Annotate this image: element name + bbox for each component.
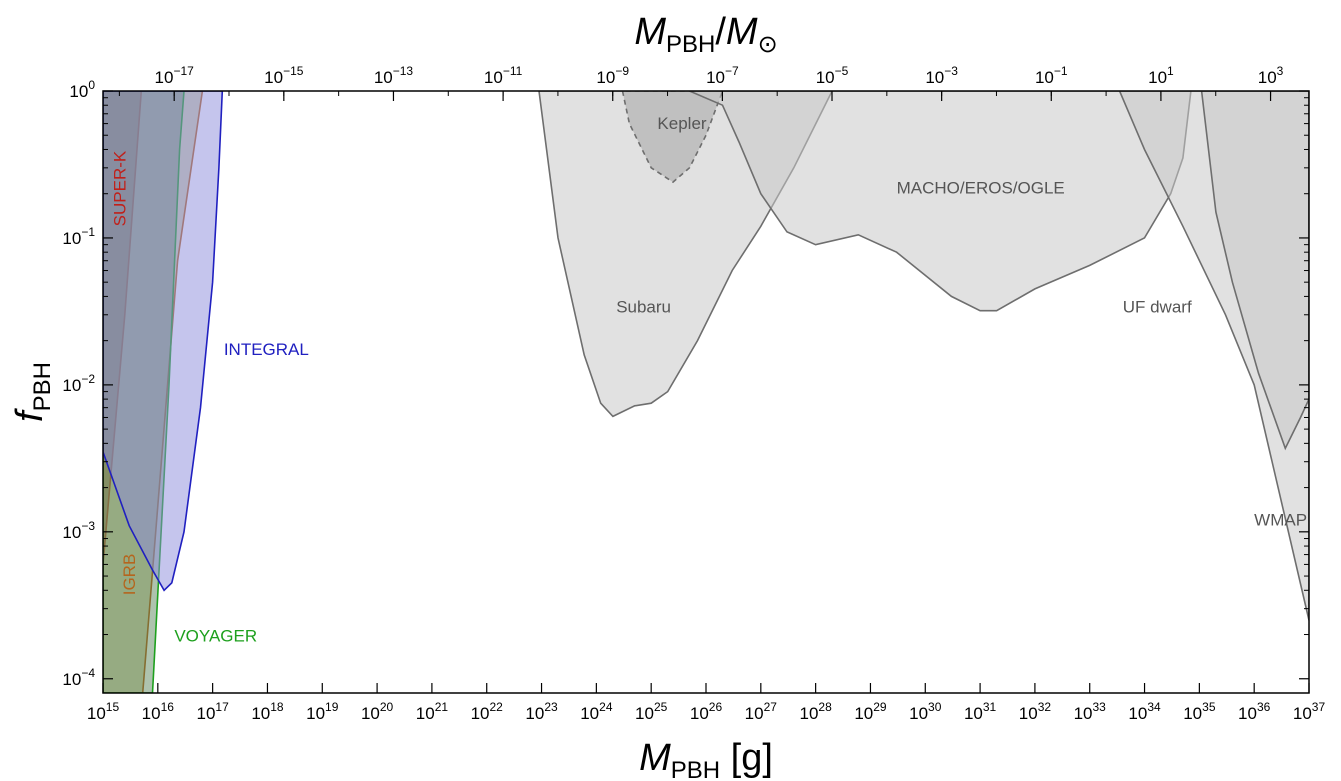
x-tick-label: 1017 <box>196 700 229 723</box>
y-tick-label: 100 <box>69 78 95 101</box>
region-integral <box>103 91 224 592</box>
y-tick-label: 10−3 <box>62 519 95 542</box>
x2-tick-label: 10−9 <box>596 64 629 87</box>
x-tick-label: 1031 <box>964 700 997 723</box>
x2-tick-label: 10−15 <box>264 64 304 87</box>
x-tick-label: 1018 <box>251 700 284 723</box>
x-tick-label: 1034 <box>1128 700 1161 723</box>
x-tick-label: 1016 <box>142 700 175 723</box>
label-kepler: Kepler <box>657 114 706 133</box>
x-tick-label: 1022 <box>471 700 504 723</box>
label-super-k: SUPER-K <box>111 150 130 226</box>
constraint-regions <box>103 91 1309 693</box>
x2-tick-label: 103 <box>1258 64 1284 87</box>
x2-tick-label: 10−1 <box>1035 64 1068 87</box>
x-tick-label: 1036 <box>1238 700 1271 723</box>
label-voyager: VOYAGER <box>174 626 257 645</box>
x-tick-label: 1027 <box>745 700 778 723</box>
x-tick-label: 1023 <box>525 700 558 723</box>
label-uf-dwarf: UF dwarf <box>1123 298 1192 317</box>
x-tick-label: 1035 <box>1183 700 1216 723</box>
y-tick-label: 10−1 <box>62 225 95 248</box>
x-tick-label: 1020 <box>361 700 394 723</box>
top-axis-title: MPBH/M⊙ <box>634 11 777 58</box>
x-tick-label: 1030 <box>909 700 942 723</box>
label-wmap: WMAP <box>1254 511 1307 530</box>
x2-tick-label: 101 <box>1148 64 1174 87</box>
x2-tick-label: 10−11 <box>484 64 523 87</box>
region-wmap <box>1200 91 1309 451</box>
y-tick-label: 10−2 <box>62 372 95 395</box>
x-tick-label: 1028 <box>799 700 832 723</box>
y-axis-title: fPBH <box>9 362 56 422</box>
x-tick-label: 1015 <box>87 700 120 723</box>
label-macho-eros-ogle: MACHO/EROS/OGLE <box>897 179 1065 198</box>
axis-ticks: 1015 1016 1017 1018 1019 1020 1021 1022 1023 1024… <box>62 64 1325 723</box>
label-integral: INTEGRAL <box>224 340 309 359</box>
region-kepler <box>621 91 724 184</box>
x-tick-label: 1026 <box>690 700 723 723</box>
region-labels: SUPER-K IGRB VOYAGER INTEGRAL Kepler Subaru MA… <box>111 114 1307 645</box>
y-tick-label: 10−4 <box>62 666 95 689</box>
x-tick-label: 1024 <box>580 700 613 723</box>
x-axis-title: MPBH [g] <box>639 737 773 781</box>
x-tick-label: 1032 <box>1019 700 1052 723</box>
x-tick-label: 1019 <box>306 700 339 723</box>
x2-tick-label: 10−13 <box>374 64 414 87</box>
x-tick-label: 1025 <box>635 700 668 723</box>
x2-tick-label: 10−5 <box>816 64 849 87</box>
x2-tick-label: 10−3 <box>925 64 958 87</box>
x2-tick-label: 10−7 <box>706 64 739 87</box>
x-tick-label: 1021 <box>416 700 449 723</box>
x-tick-label: 1037 <box>1293 700 1326 723</box>
x-tick-label: 1033 <box>1074 700 1107 723</box>
label-igrb: IGRB <box>120 554 139 596</box>
x-tick-label: 1029 <box>854 700 887 723</box>
x2-tick-label: 10−17 <box>155 64 195 87</box>
label-subaru: Subaru <box>616 298 671 317</box>
